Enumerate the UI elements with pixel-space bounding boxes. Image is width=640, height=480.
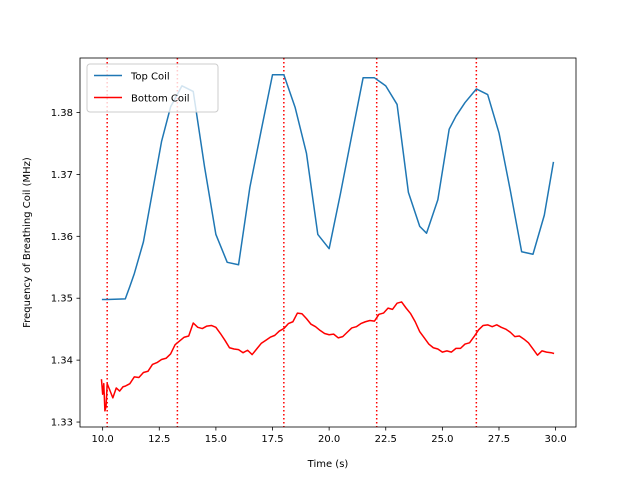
y-axis-label: Frequency of Breathing Coil (MHz) xyxy=(22,157,33,328)
series-line-top-coil xyxy=(101,73,555,301)
x-axis-label: Time (s) xyxy=(307,459,349,470)
axes-frame xyxy=(79,57,577,428)
x-tick-label-3: 17.5 xyxy=(261,434,283,445)
plot-area xyxy=(100,58,555,427)
legend: Top Coil Bottom Coil xyxy=(86,63,219,113)
x-tick-label-6: 25.0 xyxy=(431,434,453,445)
series-line-bottom-coil xyxy=(100,301,555,412)
legend-label-bottom-coil: Bottom Coil xyxy=(131,94,190,105)
x-tick-label-2: 15.0 xyxy=(205,434,227,445)
y-tick-label-2: 1.35 xyxy=(51,294,73,305)
legend-label-top-coil: Top Coil xyxy=(130,72,170,83)
y-tick-label-5: 1.38 xyxy=(51,108,73,119)
y-tick-label-0: 1.33 xyxy=(51,418,73,429)
y-tick-label-4: 1.37 xyxy=(51,170,73,181)
x-tick-label-8: 30.0 xyxy=(544,434,566,445)
x-tick-label-4: 20.0 xyxy=(318,434,340,445)
x-tick-label-0: 10.0 xyxy=(92,434,114,445)
y-tick-label-3: 1.36 xyxy=(51,232,73,243)
x-tick-label-1: 12.5 xyxy=(148,434,170,445)
x-tick-label-5: 22.5 xyxy=(375,434,397,445)
axes: 10.0 12.5 15.0 17.5 20.0 22.5 25.0 27.5 30.0 1.33… xyxy=(51,57,577,445)
y-tick-label-1: 1.34 xyxy=(51,356,73,367)
x-tick-label-7: 27.5 xyxy=(488,434,510,445)
